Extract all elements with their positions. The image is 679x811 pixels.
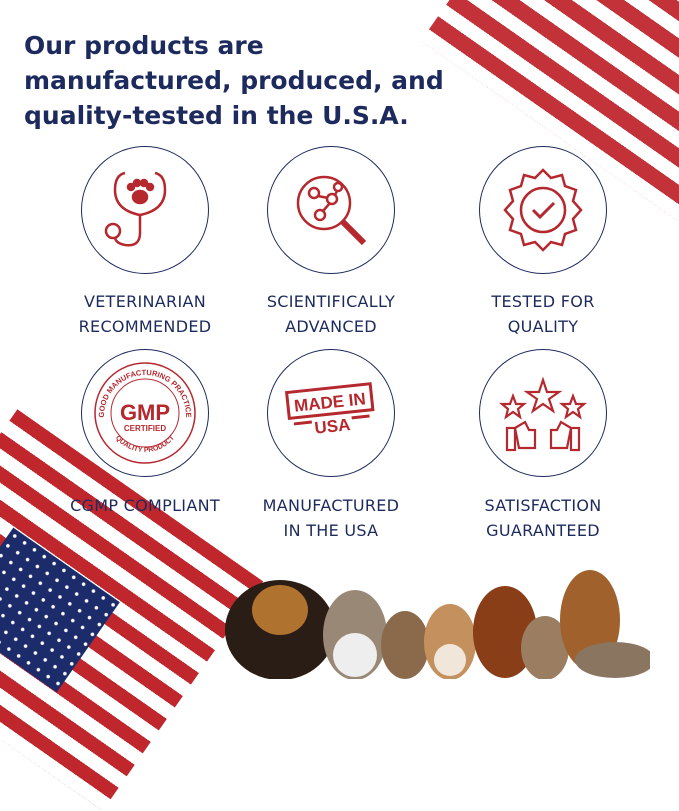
magnifier-molecule-icon [267, 146, 395, 274]
feature-label-satisfaction: SATISFACTION GUARANTEED [484, 496, 602, 540]
svg-text:GMP: GMP [120, 400, 170, 425]
svg-text:USA: USA [314, 415, 352, 438]
gmp-badge-icon: GOOD MANUFACTURING PRACTICE QUALITY PROD… [81, 349, 209, 477]
feature-label-scientific: SCIENTIFICALLY ADVANCED [266, 292, 396, 336]
feature-label-quality: TESTED FOR QUALITY [491, 292, 595, 336]
made-in-usa-stamp-icon: MADE IN USA [267, 349, 395, 477]
dogs-and-cats-photo [225, 570, 650, 679]
svg-text:QUALITY PRODUCT: QUALITY PRODUCT [114, 434, 177, 454]
svg-text:CERTIFIED: CERTIFIED [124, 424, 166, 433]
feature-label-cgmp: CGMP COMPLIANT [70, 496, 220, 515]
quality-seal-check-icon [479, 146, 607, 274]
stethoscope-paw-icon [81, 146, 209, 274]
stars-thumbs-up-icon [479, 349, 607, 477]
feature-label-veterinarian: VETERINARIAN RECOMMENDED [78, 292, 212, 336]
feature-label-made-in-usa: MANUFACTURED IN THE USA [262, 496, 400, 540]
headline: Our products are manufactured, produced,… [24, 31, 444, 130]
